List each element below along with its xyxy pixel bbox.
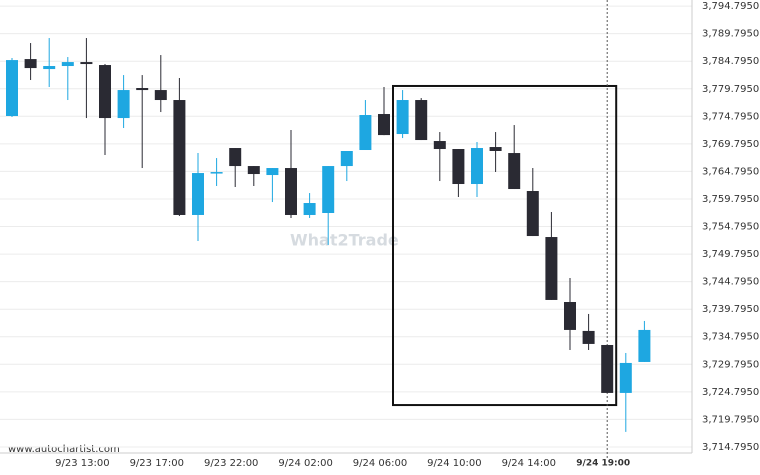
candle-body [545,237,558,300]
candle-body [154,90,167,101]
candle-body [582,330,595,344]
candle-body [229,148,242,167]
x-tick-label: 9/24 02:00 [278,458,332,469]
x-tick-label: 9/24 14:00 [502,458,556,469]
candle-body [340,151,353,167]
candle-body [471,148,483,185]
candle-body [433,141,446,150]
source-label: www.autochartist.com [8,444,120,455]
x-tick-label: 9/23 13:00 [55,458,109,469]
candle-body [489,147,502,151]
candle-body [396,100,409,135]
y-tick-label: 3,719.7950 [702,414,759,425]
candle-body [192,173,204,215]
x-tick-label: 9/24 19:00 [576,459,630,469]
y-tick-label: 3,714.7950 [702,442,759,453]
candle-body [24,59,37,69]
y-tick-label: 3,769.7950 [702,139,759,150]
candle-body [210,172,223,174]
y-tick-label: 3,779.7950 [702,84,759,95]
candle-body [173,100,186,215]
candle-body [80,62,93,65]
candle-body [136,88,149,91]
y-tick-label: 3,794.7950 [702,1,759,12]
pattern-box [392,84,618,407]
candle-body [452,149,465,185]
y-tick-label: 3,724.7950 [702,387,759,398]
candle-body [378,114,390,136]
candle-body [61,62,74,67]
y-tick-label: 3,759.7950 [702,194,759,205]
candle-body [638,329,651,362]
y-tick-label: 3,739.7950 [702,304,759,315]
candle-body [564,302,576,330]
candle-body [601,344,614,393]
x-tick-label: 9/23 17:00 [130,458,184,469]
y-tick-label: 3,744.7950 [702,277,759,288]
y-tick-label: 3,734.7950 [702,332,759,343]
candle-body [619,362,632,393]
x-tick-label: 9/24 10:00 [427,458,481,469]
y-tick-label: 3,774.7950 [702,111,759,122]
candle-body [117,90,130,119]
y-tick-label: 3,754.7950 [702,222,759,233]
y-tick-label: 3,764.7950 [702,166,759,177]
candle-body [99,65,111,119]
candle-body [526,191,539,237]
y-tick-label: 3,729.7950 [702,359,759,370]
y-tick-label: 3,749.7950 [702,249,759,260]
x-tick-label: 9/24 06:00 [353,458,407,469]
y-tick-label: 3,784.7950 [702,56,759,67]
candle-body [6,60,18,117]
candle-body [322,166,335,213]
y-tick-label: 3,789.7950 [702,29,759,40]
candle-body [415,100,428,141]
candle-body [303,203,316,215]
candle-body [508,153,521,190]
watermark: What2Trade [290,231,399,250]
candle-body [43,66,56,70]
candle-body [266,168,279,176]
candle-body [359,115,372,151]
x-tick-label: 9/23 22:00 [204,458,258,469]
candle-body [247,166,260,175]
candle-body [285,168,297,215]
